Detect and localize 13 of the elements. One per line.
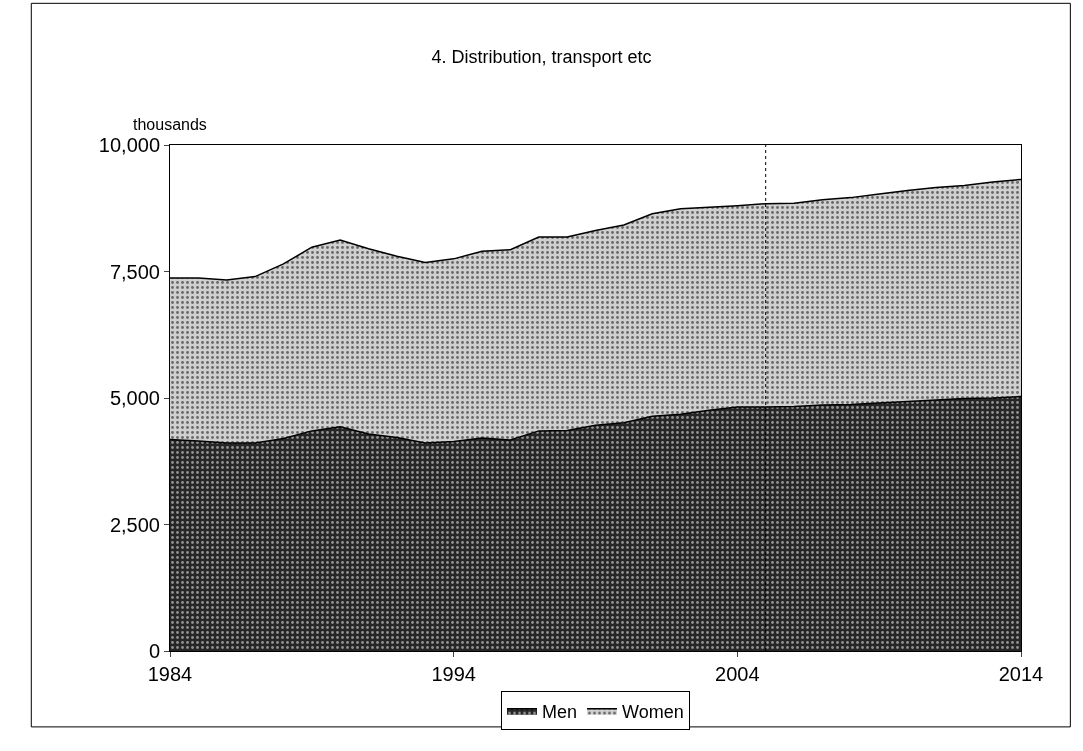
x-tick-label: 1994	[431, 663, 476, 685]
y-tick-label: 5,000	[109, 387, 160, 409]
x-tick-label: 1984	[147, 663, 193, 685]
y-tick-label: 10,000	[98, 134, 160, 156]
y-tick-label: 2,500	[109, 513, 160, 536]
legend-label: Women	[622, 701, 684, 722]
legend-label: Men	[542, 701, 578, 722]
y-tick-label: 7,500	[109, 260, 160, 283]
x-tick-label: 2004	[715, 663, 760, 685]
y-tick-label: 0	[148, 640, 160, 662]
chart-title: 4. Distribution, transport etc	[431, 46, 652, 67]
x-tick-label: 2014	[998, 663, 1044, 685]
y-axis-title: thousands	[133, 116, 207, 133]
